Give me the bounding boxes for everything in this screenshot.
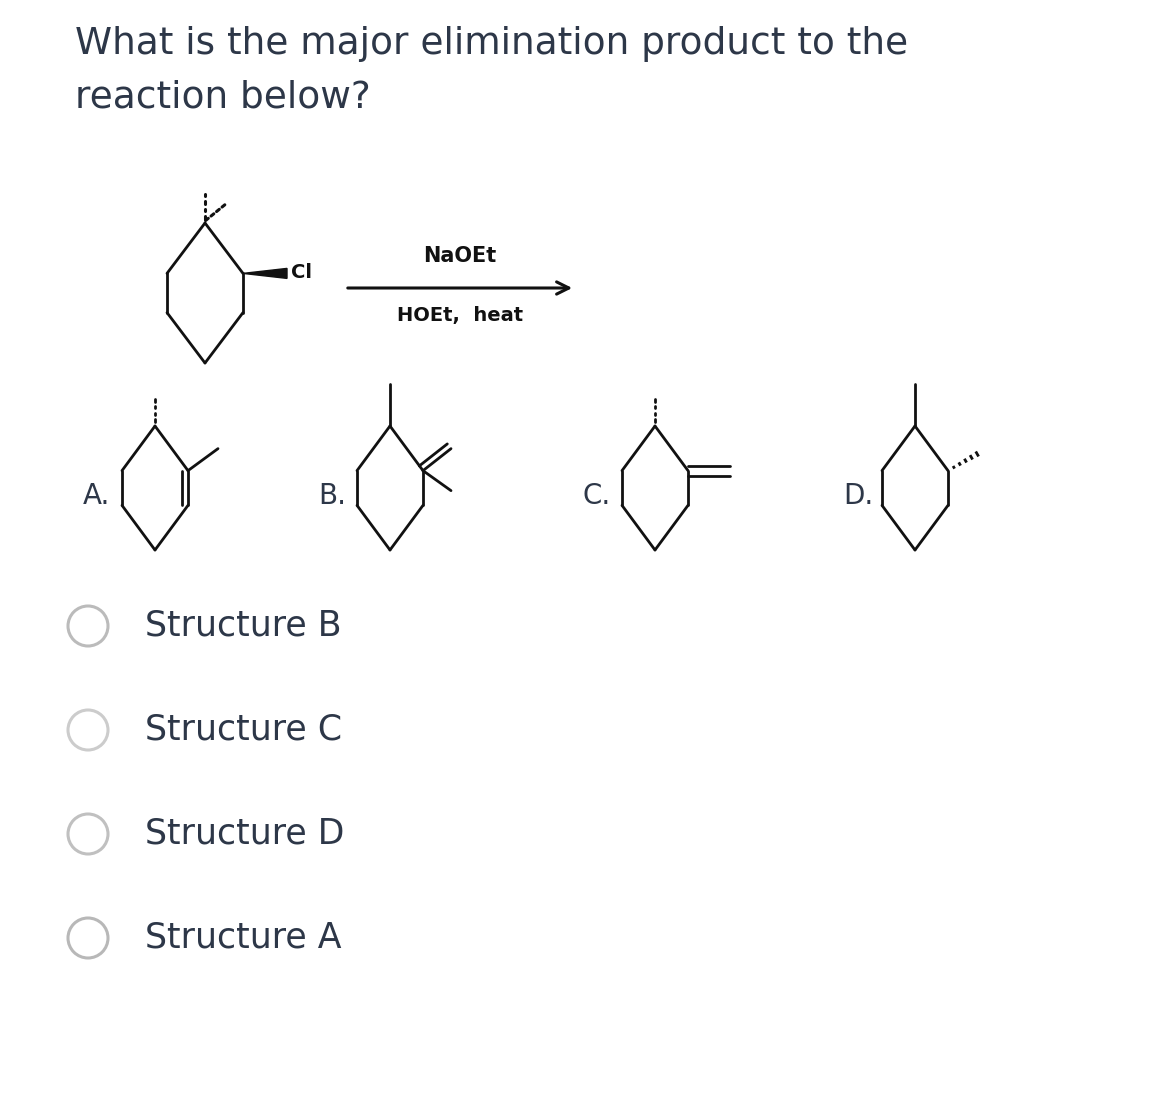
- Text: Cl: Cl: [291, 262, 312, 282]
- Text: C.: C.: [583, 482, 611, 509]
- Text: Structure C: Structure C: [145, 713, 342, 747]
- Text: Structure A: Structure A: [145, 921, 342, 955]
- Text: A.: A.: [83, 482, 110, 509]
- Text: B.: B.: [318, 482, 346, 509]
- Text: Structure D: Structure D: [145, 817, 344, 851]
- Text: NaOEt: NaOEt: [424, 246, 496, 266]
- Text: D.: D.: [844, 482, 873, 509]
- Text: Structure B: Structure B: [145, 609, 342, 643]
- Text: reaction below?: reaction below?: [75, 80, 371, 116]
- Text: What is the major elimination product to the: What is the major elimination product to…: [75, 26, 908, 61]
- Text: HOEt,  heat: HOEt, heat: [397, 306, 523, 325]
- Polygon shape: [243, 268, 287, 279]
